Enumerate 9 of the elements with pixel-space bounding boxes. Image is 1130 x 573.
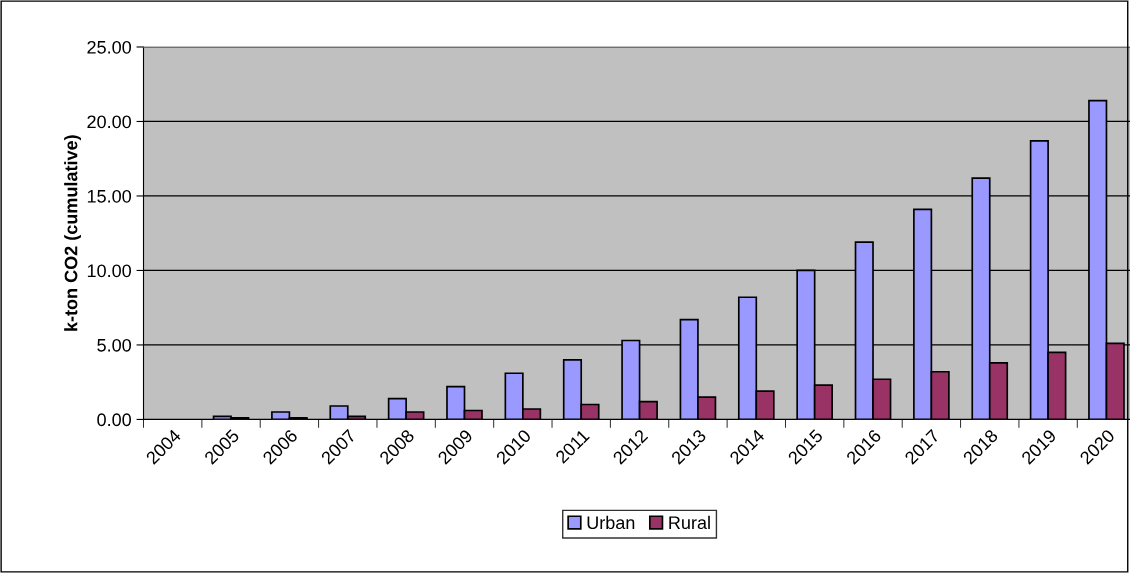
y-tick-label: 15.00: [87, 189, 131, 203]
y-tick-label: 20.00: [87, 115, 131, 129]
y-tick-label: 0.00: [97, 413, 131, 427]
y-tick-label: 5.00: [97, 338, 131, 352]
y-axis-title: k-ton CO2 (cumulative): [64, 135, 81, 331]
legend-label: Urban: [587, 515, 635, 530]
y-tick-label: 10.00: [87, 264, 131, 278]
legend-label: Rural: [669, 515, 710, 530]
y-tick-label: 25.00: [87, 40, 131, 54]
